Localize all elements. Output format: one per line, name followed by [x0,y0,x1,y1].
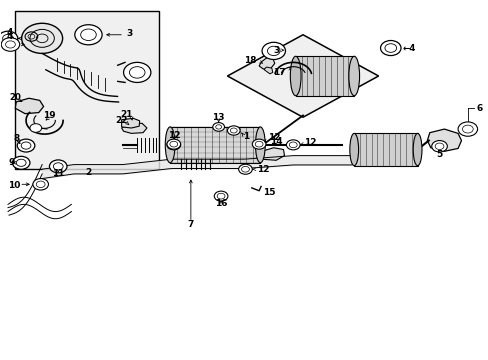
Ellipse shape [412,134,421,166]
Text: 14: 14 [269,137,282,146]
Text: 12: 12 [256,165,268,174]
Circle shape [17,139,35,152]
Circle shape [75,25,102,45]
Circle shape [380,41,400,55]
Text: 3: 3 [272,46,279,55]
Text: 9: 9 [8,158,14,167]
Circle shape [431,140,447,152]
Circle shape [21,23,62,53]
Circle shape [262,42,285,59]
Text: 12: 12 [267,133,280,142]
Polygon shape [264,67,272,74]
Text: 4: 4 [6,32,13,41]
Text: 22: 22 [115,116,127,125]
Circle shape [166,139,180,149]
Ellipse shape [348,56,359,96]
Text: 16: 16 [214,199,227,208]
Text: 18: 18 [244,57,256,66]
Text: 5: 5 [435,150,442,159]
Text: 7: 7 [187,220,194,229]
Circle shape [238,164,252,174]
Text: 4: 4 [6,28,13,37]
Text: 12: 12 [304,138,316,147]
Text: 21: 21 [120,110,132,119]
Circle shape [123,62,151,82]
Circle shape [33,179,48,190]
Text: 6: 6 [475,104,481,113]
Text: 12: 12 [167,131,180,140]
Circle shape [227,126,240,135]
Text: 20: 20 [9,93,21,102]
Polygon shape [259,148,284,160]
Bar [295,56,353,96]
Ellipse shape [349,134,358,166]
Circle shape [286,140,300,150]
Text: 2: 2 [85,168,91,177]
Text: 3: 3 [126,29,133,38]
Polygon shape [15,98,43,114]
Circle shape [212,123,224,131]
Bar [170,127,260,163]
Text: 8: 8 [14,134,20,143]
Circle shape [166,140,180,150]
Polygon shape [122,118,140,128]
Bar [15,12,159,169]
Circle shape [49,160,67,173]
Text: 13: 13 [212,113,224,122]
Ellipse shape [165,127,175,163]
Text: 1: 1 [243,132,249,141]
Ellipse shape [255,127,264,163]
Polygon shape [122,123,147,134]
Circle shape [214,191,227,201]
Circle shape [1,38,20,51]
Circle shape [30,124,41,132]
Bar [353,134,417,166]
Text: 15: 15 [263,188,275,197]
Circle shape [457,122,477,136]
Text: ←4: ←4 [402,44,415,53]
Polygon shape [259,57,274,69]
Circle shape [252,139,265,149]
Polygon shape [427,129,461,151]
Text: 17: 17 [273,68,285,77]
Ellipse shape [290,56,301,96]
Text: 11: 11 [52,169,64,178]
Text: 10: 10 [8,181,20,190]
Polygon shape [227,35,378,117]
Circle shape [12,156,30,169]
Text: 19: 19 [43,111,56,120]
Circle shape [0,31,18,45]
